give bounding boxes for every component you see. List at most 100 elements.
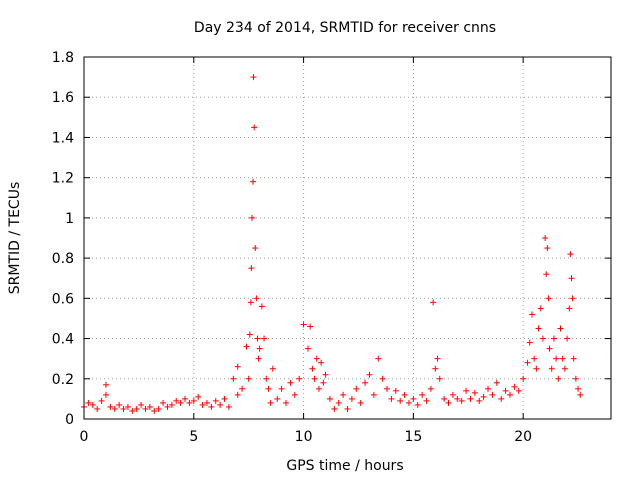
data-point [555, 375, 562, 382]
data-point [531, 355, 538, 362]
data-point [379, 375, 386, 382]
data-point [340, 391, 347, 398]
data-point [258, 303, 265, 310]
data-point [102, 391, 109, 398]
data-point [107, 403, 114, 410]
data-point [283, 399, 290, 406]
data-point [489, 391, 496, 398]
data-point [124, 403, 131, 410]
data-point [160, 399, 167, 406]
data-point [557, 325, 564, 332]
data-point [246, 331, 253, 338]
data-point [267, 399, 274, 406]
x-tick-label: 10 [295, 429, 313, 445]
data-point [199, 401, 206, 408]
y-tick-label: 1.2 [52, 171, 74, 187]
data-point [248, 214, 255, 221]
data-point [526, 339, 533, 346]
data-point [151, 407, 158, 414]
data-point [397, 397, 404, 404]
data-point [203, 399, 210, 406]
data-point [427, 385, 434, 392]
data-point [535, 325, 542, 332]
data-point [320, 379, 327, 386]
data-point [546, 345, 553, 352]
data-point [524, 359, 531, 366]
data-point [362, 379, 369, 386]
data-point [287, 379, 294, 386]
data-point [85, 399, 92, 406]
data-point [265, 385, 272, 392]
data-point [575, 385, 582, 392]
data-point [318, 359, 325, 366]
x-tick-label: 20 [514, 429, 532, 445]
data-point [315, 385, 322, 392]
x-tick-label: 15 [404, 429, 422, 445]
data-point [569, 295, 576, 302]
data-point [436, 375, 443, 382]
data-point [528, 311, 535, 318]
y-tick-label: 1.8 [52, 50, 74, 66]
data-point [129, 407, 136, 414]
data-point [423, 397, 430, 404]
data-point [405, 399, 412, 406]
y-axis-label: SRMTID / TECUs [7, 182, 23, 295]
y-tick-label: 0.8 [52, 251, 74, 267]
data-point [291, 391, 298, 398]
data-point [561, 365, 568, 372]
data-point [304, 345, 311, 352]
data-point [463, 387, 470, 394]
data-point [449, 391, 456, 398]
data-point [245, 375, 252, 382]
data-point [467, 395, 474, 402]
data-points [81, 74, 584, 414]
y-tick-label: 1.6 [52, 90, 74, 106]
data-point [155, 405, 162, 412]
data-point [419, 391, 426, 398]
y-tick-label: 1 [65, 211, 74, 227]
data-point [553, 355, 560, 362]
data-point [296, 375, 303, 382]
data-point [261, 335, 268, 342]
data-point [568, 275, 575, 282]
data-point [458, 397, 465, 404]
tick-marks [83, 56, 611, 420]
data-point [550, 335, 557, 342]
data-point [414, 401, 421, 408]
data-point [208, 403, 215, 410]
plot-frame [83, 56, 612, 420]
data-point [278, 385, 285, 392]
data-point [190, 397, 197, 404]
tick-labels: 0 0.2 0.4 0.6 0.8 1 1.2 1.4 1.6 1.8 0 5 10 15 20 [52, 50, 532, 445]
data-point [120, 405, 127, 412]
y-tick-label: 1.4 [52, 130, 74, 146]
data-point [344, 405, 351, 412]
data-point [572, 375, 579, 382]
data-point [116, 401, 123, 408]
chart-title: Day 234 of 2014, SRMTID for receiver cnn… [194, 20, 496, 36]
data-point [357, 399, 364, 406]
data-point [366, 371, 373, 378]
x-axis-label: GPS time / hours [286, 458, 403, 474]
data-point [252, 245, 259, 252]
data-point [307, 323, 314, 330]
data-point [311, 375, 318, 382]
data-point [577, 391, 584, 398]
data-point [164, 403, 171, 410]
data-point [247, 299, 254, 306]
data-point [567, 251, 574, 258]
y-tick-label: 0.2 [52, 372, 74, 388]
data-point [326, 395, 333, 402]
data-point [566, 305, 573, 312]
data-point [250, 74, 257, 81]
data-point [498, 395, 505, 402]
x-tick-label: 5 [189, 429, 198, 445]
y-tick-label: 0.4 [52, 332, 74, 348]
data-point [515, 387, 522, 394]
data-point [133, 405, 140, 412]
data-point [331, 405, 338, 412]
data-point [480, 393, 487, 400]
y-tick-label: 0 [65, 412, 74, 428]
data-point [570, 355, 577, 362]
